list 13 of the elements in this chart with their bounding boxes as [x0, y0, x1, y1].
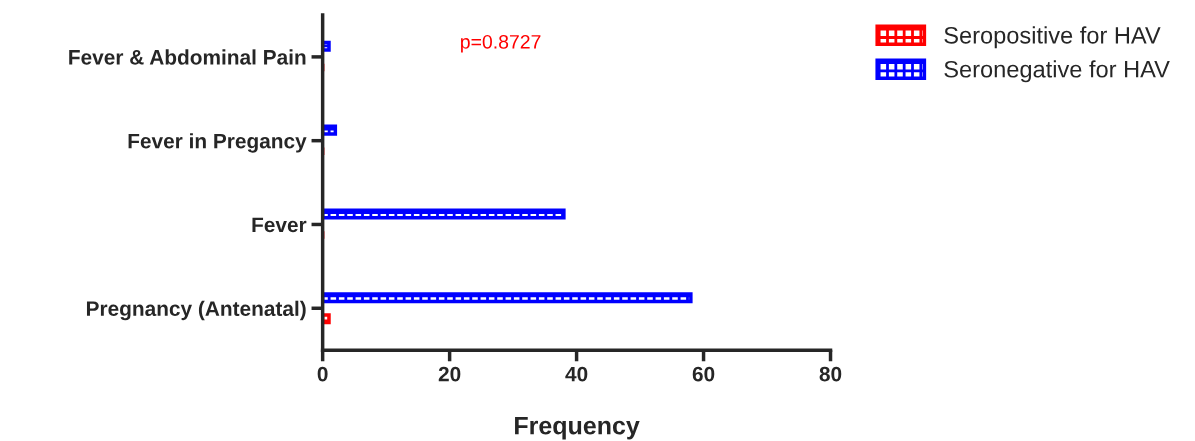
- x-tick-label: 20: [438, 366, 461, 382]
- y-tick-label: Pregnancy (Antenatal): [86, 300, 306, 321]
- x-tick-label: 60: [692, 366, 715, 382]
- legend-label: Seropositive for HAV: [944, 26, 1161, 49]
- y-tick-label: Fever in Pregancy: [128, 133, 307, 153]
- x-tick-label: 80: [819, 366, 842, 382]
- x-tick-label: 40: [565, 366, 588, 382]
- annotation: p=0.8727: [461, 34, 541, 53]
- x-tick-label: 0: [317, 366, 328, 382]
- y-tick-label: Fever & Abdominal Pain: [69, 49, 306, 65]
- legend-label: Seronegative for HAV: [944, 60, 1170, 83]
- x-axis-title: Frequency: [515, 417, 640, 440]
- y-tick-label: Fever: [252, 217, 307, 233]
